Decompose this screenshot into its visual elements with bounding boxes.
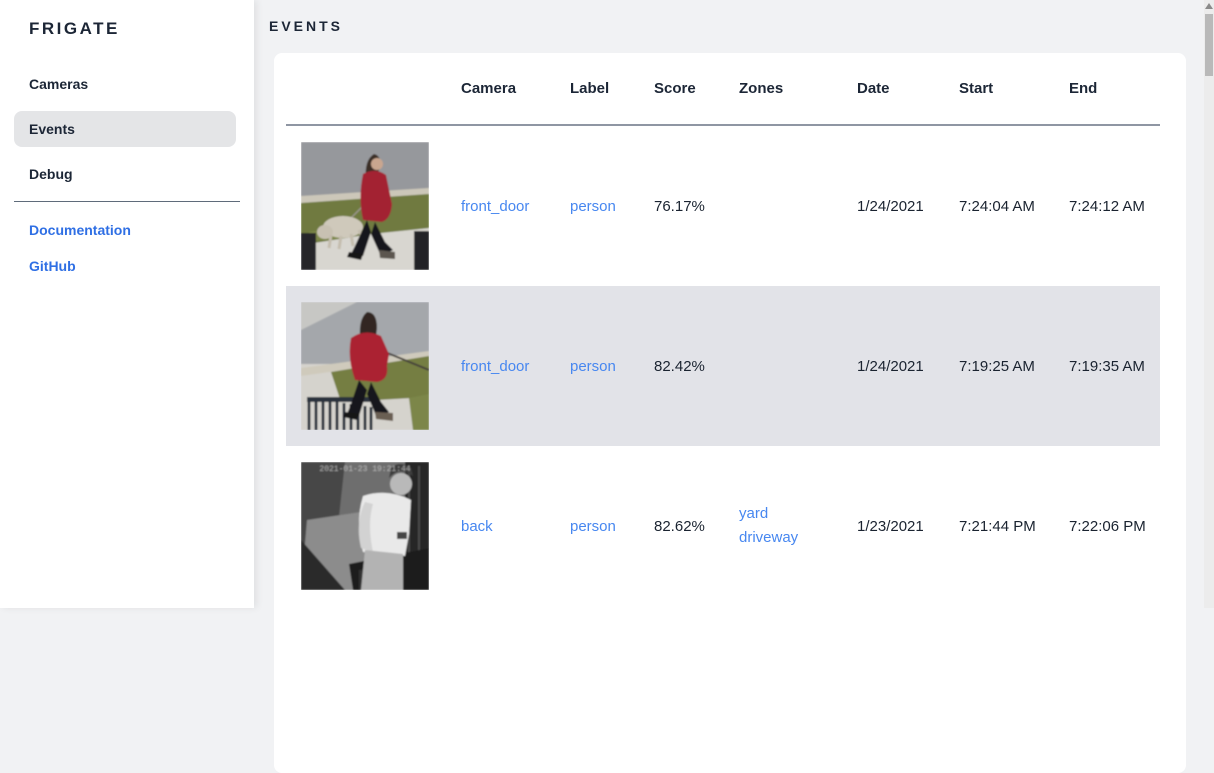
thumbnail-cell: 2021-01-23 19:21:44: [286, 462, 461, 590]
thumbnail-cell: [286, 142, 461, 270]
sidebar-divider: [14, 201, 240, 202]
sidebar-link-documentation[interactable]: Documentation: [29, 222, 131, 238]
end-value: 7:22:06 PM: [1069, 517, 1146, 535]
table-row[interactable]: front_door person 82.42% 1/24/2021 7:19:…: [286, 286, 1160, 446]
column-header-camera: Camera: [461, 80, 517, 97]
table-row[interactable]: front_door person 76.17% 1/24/2021 7:24:…: [286, 126, 1160, 286]
end-value: 7:19:35 AM: [1069, 357, 1145, 375]
event-thumbnail[interactable]: [301, 302, 429, 430]
sidebar-external-links: Documentation GitHub: [0, 212, 254, 284]
page-title: EVENTS: [269, 18, 344, 34]
event-thumbnail[interactable]: [301, 142, 429, 270]
label-link[interactable]: person: [570, 517, 616, 535]
sidebar-item-events[interactable]: Events: [14, 111, 236, 147]
scrollbar-up-arrow-icon[interactable]: [1205, 3, 1213, 9]
column-header-start: Start: [959, 80, 994, 97]
svg-text:2021-01-23 19:21:44: 2021-01-23 19:21:44: [319, 465, 410, 474]
label-link[interactable]: person: [570, 197, 616, 215]
camera-link[interactable]: front_door: [461, 197, 530, 215]
app-title: FRIGATE: [29, 19, 120, 38]
start-value: 7:24:04 AM: [959, 197, 1035, 215]
score-value: 82.62%: [654, 517, 705, 535]
scrollbar[interactable]: [1204, 0, 1214, 608]
event-thumbnail[interactable]: 2021-01-23 19:21:44: [301, 462, 429, 590]
camera-link[interactable]: back: [461, 517, 493, 535]
zone-link[interactable]: driveway: [739, 529, 799, 546]
zones-cell: yard driveway: [739, 502, 857, 550]
table-header-row: Camera Label Score Zones Date Start End: [286, 53, 1160, 126]
scrollbar-thumb[interactable]: [1205, 14, 1213, 76]
events-table-card: Camera Label Score Zones Date Start End front_…: [274, 53, 1186, 773]
zone-link[interactable]: yard: [739, 505, 769, 522]
sidebar-link-github[interactable]: GitHub: [29, 258, 76, 274]
date-value: 1/24/2021: [857, 357, 924, 375]
score-value: 82.42%: [654, 357, 705, 375]
column-header-date: Date: [857, 80, 890, 97]
sidebar-nav: Cameras Events Debug: [0, 66, 254, 192]
date-value: 1/24/2021: [857, 197, 924, 215]
events-table: Camera Label Score Zones Date Start End front_…: [286, 53, 1160, 606]
sidebar-item-debug[interactable]: Debug: [29, 166, 73, 182]
date-value: 1/23/2021: [857, 517, 924, 535]
column-header-end: End: [1069, 80, 1098, 97]
end-value: 7:24:12 AM: [1069, 197, 1145, 215]
sidebar-item-cameras[interactable]: Cameras: [29, 76, 89, 92]
column-header-score: Score: [654, 80, 696, 97]
main-content: EVENTS Camera Label Score Zones Date Start End…: [254, 0, 1204, 773]
thumbnail-cell: [286, 302, 461, 430]
start-value: 7:21:44 PM: [959, 517, 1036, 535]
camera-link[interactable]: front_door: [461, 357, 530, 375]
table-row[interactable]: 2021-01-23 19:21:44 back person 82.62% y…: [286, 446, 1160, 606]
table-body: front_door person 76.17% 1/24/2021 7:24:…: [286, 126, 1160, 606]
score-value: 76.17%: [654, 197, 705, 215]
sidebar: FRIGATE Cameras Events Debug Documentation…: [0, 0, 254, 608]
column-header-zones: Zones: [739, 80, 784, 97]
label-link[interactable]: person: [570, 357, 616, 375]
start-value: 7:19:25 AM: [959, 357, 1035, 375]
column-header-label: Label: [570, 80, 610, 97]
